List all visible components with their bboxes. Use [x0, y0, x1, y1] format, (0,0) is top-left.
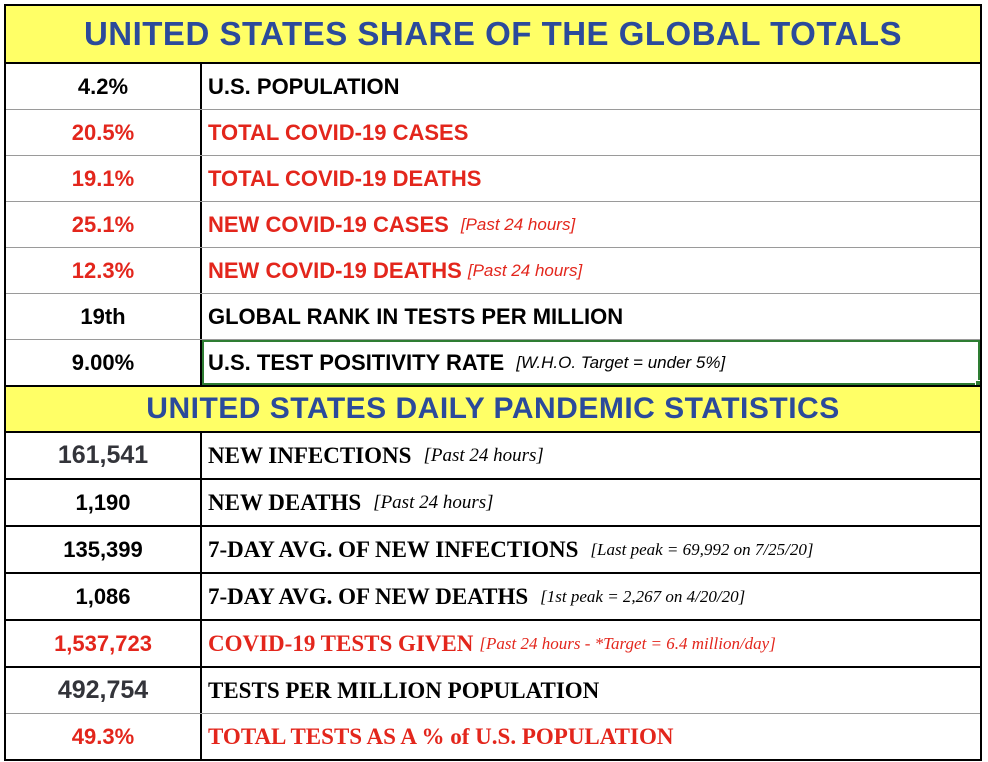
table-row[interactable]: 1,086 7-DAY AVG. OF NEW DEATHS [1st peak … [6, 574, 980, 621]
value-cell[interactable]: 9.00% [6, 340, 202, 385]
value-cell[interactable]: 20.5% [6, 110, 202, 155]
label-cell[interactable]: NEW COVID-19 DEATHS [Past 24 hours] [208, 257, 583, 283]
label-cell[interactable]: 7-DAY AVG. OF NEW INFECTIONS [Last peak =… [208, 536, 814, 562]
table-row[interactable]: 1,190 NEW DEATHS [Past 24 hours] [6, 480, 980, 527]
table-row[interactable]: 12.3% NEW COVID-19 DEATHS [Past 24 hours] [6, 248, 980, 294]
cell-note: [W.H.O. Target = under 5%] [516, 352, 726, 372]
table-row[interactable]: 9.00% U.S. TEST POSITIVITY RATE [W.H.O. T… [6, 340, 980, 385]
table-row[interactable]: 19th GLOBAL RANK IN TESTS PER MILLION [6, 294, 980, 340]
value-cell[interactable]: 25.1% [6, 202, 202, 247]
cell-note: [Past 24 hours] [373, 491, 494, 513]
daily-section-title: UNITED STATES DAILY PANDEMIC STATISTICS [146, 392, 840, 425]
table-row[interactable]: 135,399 7-DAY AVG. OF NEW INFECTIONS [Las… [6, 527, 980, 574]
share-section-header[interactable]: UNITED STATES SHARE OF THE GLOBAL TOTALS [6, 6, 980, 64]
spreadsheet-table: UNITED STATES SHARE OF THE GLOBAL TOTALS… [4, 4, 982, 761]
table-row[interactable]: 492,754 TESTS PER MILLION POPULATION [6, 668, 980, 714]
value-cell[interactable]: 1,537,723 [6, 621, 202, 666]
daily-section-header[interactable]: UNITED STATES DAILY PANDEMIC STATISTICS [6, 385, 980, 433]
label-cell[interactable]: 7-DAY AVG. OF NEW DEATHS [1st peak = 2,26… [208, 583, 746, 609]
label-cell[interactable]: TESTS PER MILLION POPULATION [208, 677, 600, 703]
value-cell[interactable]: 49.3% [6, 714, 202, 759]
label-cell[interactable]: GLOBAL RANK IN TESTS PER MILLION [208, 303, 624, 329]
table-row[interactable]: 49.3% TOTAL TESTS AS A % of U.S. POPULAT… [6, 714, 980, 759]
label-cell[interactable]: TOTAL COVID-19 DEATHS [208, 165, 482, 191]
label-cell[interactable]: U.S. POPULATION [208, 73, 400, 99]
value-cell[interactable]: 12.3% [6, 248, 202, 293]
cell-note: [Past 24 hours] [423, 444, 544, 466]
table-row[interactable]: 25.1% NEW COVID-19 CASES [Past 24 hours] [6, 202, 980, 248]
value-cell[interactable]: 1,190 [6, 480, 202, 525]
label-cell[interactable]: NEW DEATHS [Past 24 hours] [208, 489, 494, 515]
value-cell[interactable]: 135,399 [6, 527, 202, 572]
value-cell[interactable]: 19th [6, 294, 202, 339]
table-row[interactable]: 161,541 NEW INFECTIONS [Past 24 hours] [6, 433, 980, 480]
table-row[interactable]: 19.1% TOTAL COVID-19 DEATHS [6, 156, 980, 202]
cell-note: [Past 24 hours - *Target = 6.4 million/d… [479, 633, 776, 653]
selected-label-cell[interactable]: U.S. TEST POSITIVITY RATE [W.H.O. Target … [202, 340, 980, 385]
table-row[interactable]: 20.5% TOTAL COVID-19 CASES [6, 110, 980, 156]
cell-note: [Past 24 hours] [467, 260, 583, 280]
label-cell[interactable]: TOTAL COVID-19 CASES [208, 119, 469, 145]
value-cell[interactable]: 1,086 [6, 574, 202, 619]
value-cell[interactable]: 4.2% [6, 64, 202, 109]
table-row[interactable]: 4.2% U.S. POPULATION [6, 64, 980, 110]
label-cell[interactable]: TOTAL TESTS AS A % of U.S. POPULATION [208, 723, 674, 749]
value-cell[interactable]: 19.1% [6, 156, 202, 201]
cell-note: [Past 24 hours] [460, 214, 576, 234]
table-row[interactable]: 1,537,723 COVID-19 TESTS GIVEN [Past 24 h… [6, 621, 980, 668]
cell-note: [1st peak = 2,267 on 4/20/20] [540, 586, 746, 606]
label-cell[interactable]: NEW INFECTIONS [Past 24 hours] [208, 442, 544, 468]
value-cell[interactable]: 492,754 [6, 668, 202, 713]
cell-note: [Last peak = 69,992 on 7/25/20] [590, 539, 814, 559]
label-cell[interactable]: NEW COVID-19 CASES [Past 24 hours] [208, 211, 576, 237]
share-section-title: UNITED STATES SHARE OF THE GLOBAL TOTALS [83, 15, 903, 52]
label-cell[interactable]: COVID-19 TESTS GIVEN [Past 24 hours - *Ta… [208, 630, 776, 656]
value-cell[interactable]: 161,541 [6, 433, 202, 478]
